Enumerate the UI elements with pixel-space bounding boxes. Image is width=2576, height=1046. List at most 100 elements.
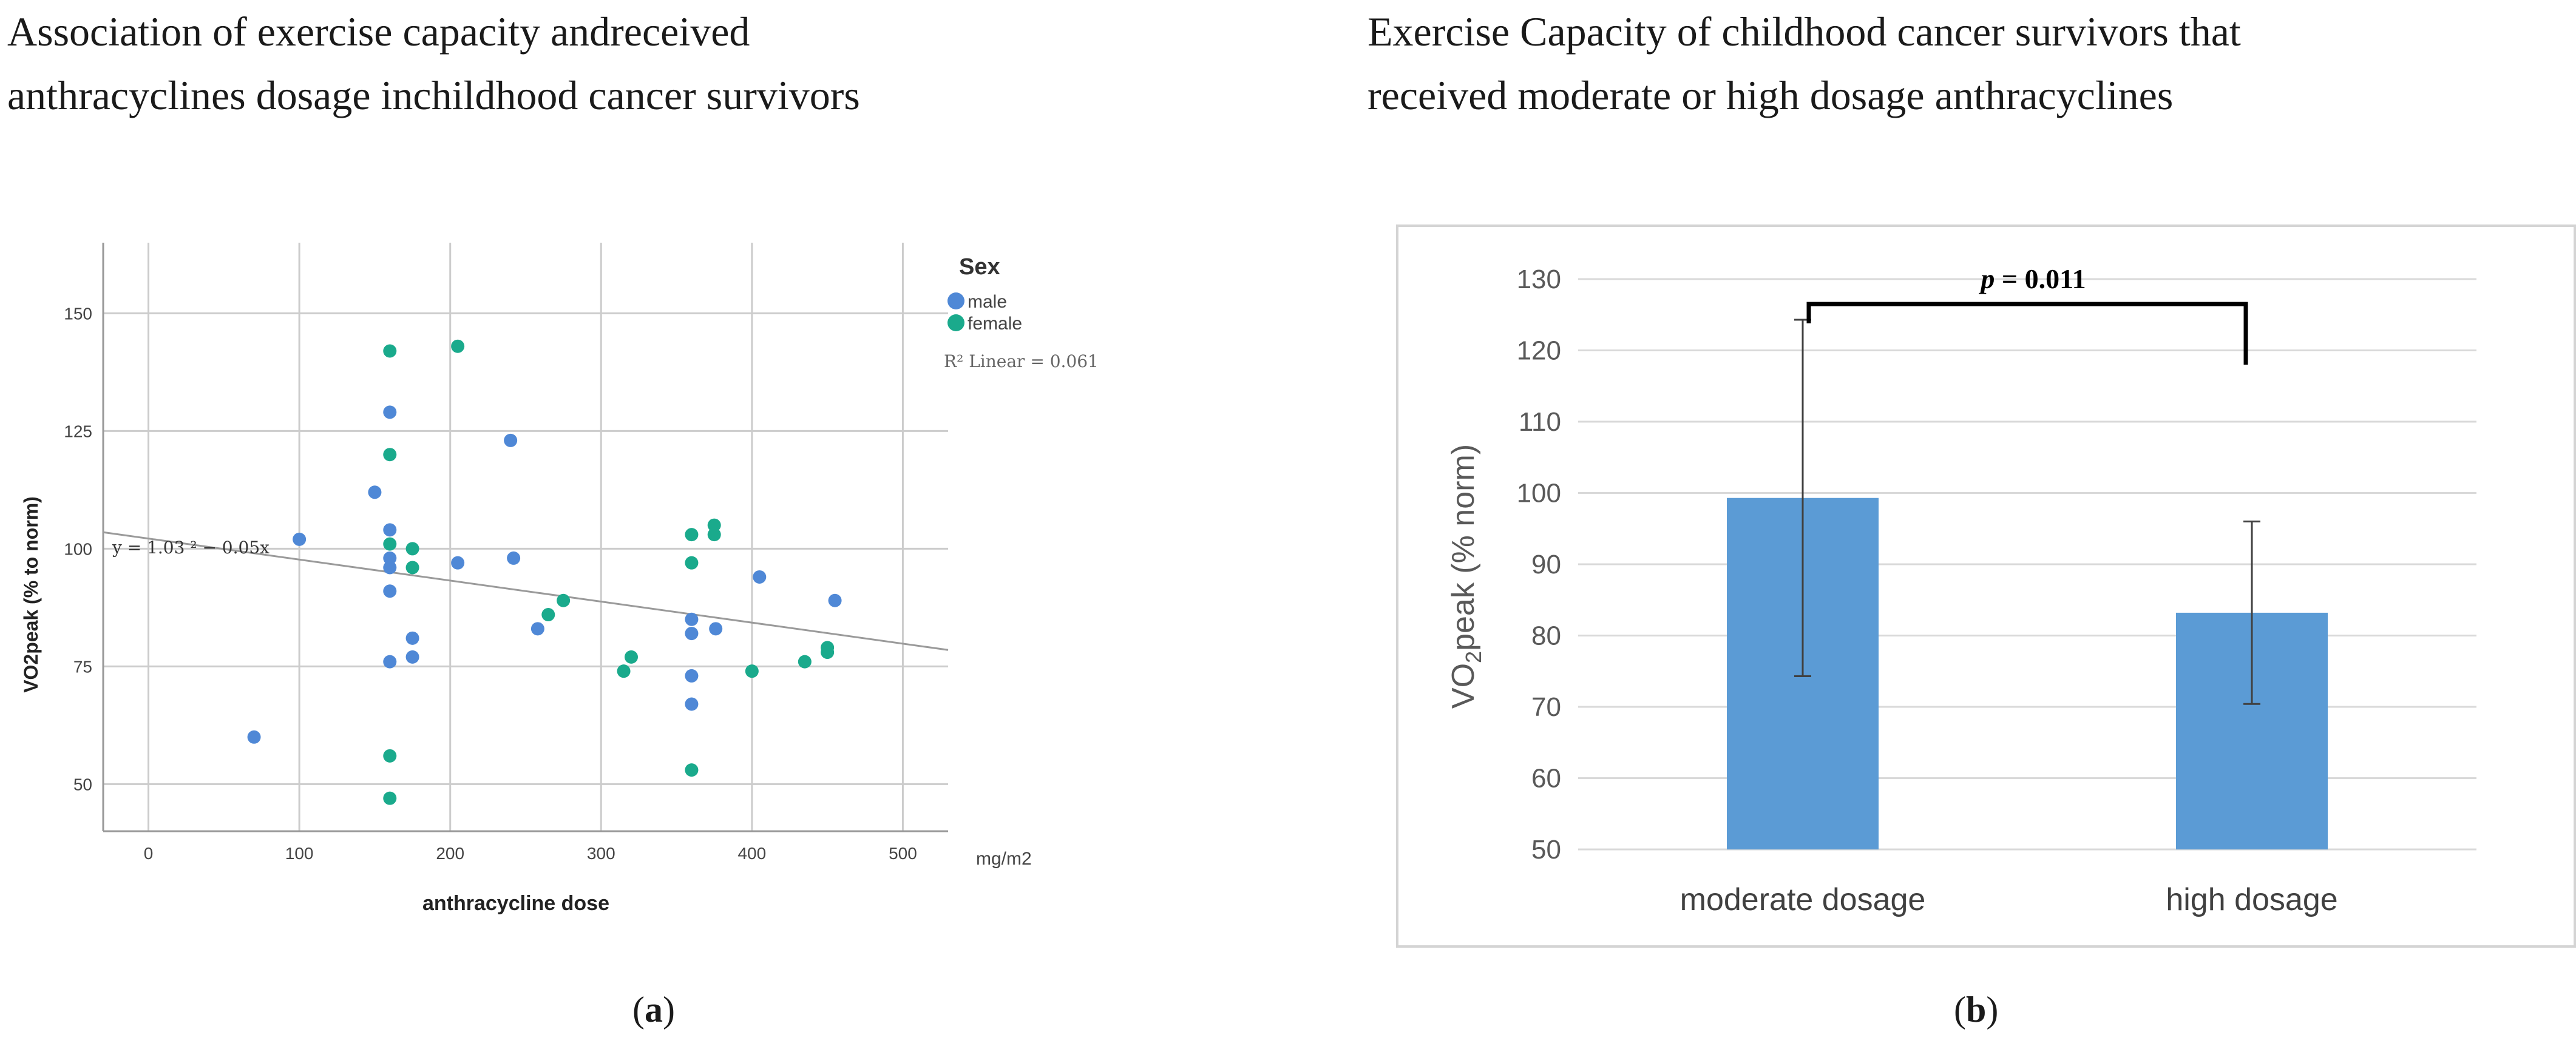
y-tick-label: 150 — [64, 304, 92, 323]
data-point-female — [707, 518, 721, 532]
legend-female-marker — [947, 314, 964, 331]
scatter-tick-labels: 0 100 200 300 400 500 50 75 100 125 150 — [64, 304, 917, 863]
bar-y-tick-label: 100 — [1517, 479, 1561, 508]
data-point-male — [383, 405, 397, 419]
data-point-male — [685, 669, 699, 683]
y-axis-label: VO2peak (% to norm) — [20, 496, 42, 693]
r2-label: R² Linear = 0.061 — [944, 351, 1099, 371]
bar-chart: 50 60 70 80 90 100 110 120 130 moderate dosage hi… — [1396, 224, 2576, 948]
data-point-male — [383, 523, 397, 537]
data-point-male — [405, 650, 419, 664]
x-tick-label: 200 — [436, 844, 464, 863]
data-point-female — [383, 537, 397, 551]
legend-male-label: male — [968, 292, 1007, 312]
x-axis-label: anthracycline dose — [422, 892, 609, 915]
data-point-male — [753, 570, 767, 584]
x-tick-label: 0 — [144, 844, 154, 863]
data-point-female — [707, 528, 721, 542]
data-point-female — [625, 650, 638, 664]
panel-a-title-line2: anthracyclines dosage inchildhood cancer… — [7, 72, 860, 118]
significance-bracket — [1806, 302, 2248, 365]
legend-title: Sex — [959, 254, 1000, 280]
scatter-legend: Sex male female R² Linear = 0.061 — [944, 254, 1099, 371]
data-point-female — [405, 561, 419, 575]
data-point-male — [451, 556, 465, 570]
data-point-female — [383, 448, 397, 462]
y-tick-label: 125 — [64, 422, 92, 440]
data-point-male — [685, 612, 699, 626]
bar-y-tick-label: 130 — [1517, 265, 1561, 294]
y-label-sub: 2 — [1461, 651, 1486, 663]
data-point-male — [383, 551, 397, 565]
data-point-male — [247, 730, 261, 744]
fit-equation-label: y = 1.03 ² − 0.05x — [112, 538, 269, 558]
x-tick-label: 400 — [737, 844, 766, 863]
panel-b-title-line1: Exercise Capacity of childhood cancer su… — [1368, 8, 2241, 55]
bar-y-tick-label: 60 — [1531, 764, 1561, 794]
legend-male-marker — [947, 292, 964, 309]
y-tick-label: 100 — [64, 539, 92, 558]
bar-y-tick-label: 80 — [1531, 621, 1561, 651]
x-tick-label: 300 — [587, 844, 615, 863]
data-point-female — [685, 556, 699, 570]
category-label: moderate dosage — [1680, 882, 1926, 917]
bar-y-tick-label: 110 — [1519, 407, 1561, 437]
y-tick-label: 50 — [73, 775, 92, 794]
data-point-male — [828, 593, 842, 607]
bar-chart-frame — [1396, 224, 2576, 948]
data-point-female — [383, 344, 397, 358]
x-tick-label: 100 — [285, 844, 314, 863]
data-point-male — [383, 561, 397, 575]
bar-tick-labels: 50 60 70 80 90 100 110 120 130 — [1517, 265, 1561, 865]
data-point-male — [405, 631, 419, 645]
data-point-female — [821, 646, 835, 660]
significance-label: p = 0.011 — [1978, 263, 2086, 294]
y-label-rest: peak (% norm) — [1446, 444, 1481, 651]
panel-a-label: (a) — [632, 989, 675, 1031]
significance-p: p — [1978, 263, 1995, 294]
data-point-male — [709, 622, 723, 636]
data-point-male — [507, 551, 521, 565]
panel-a-label-letter: a — [644, 990, 663, 1030]
legend-female-label: female — [968, 314, 1022, 334]
panel-a-label-open: ( — [632, 990, 645, 1030]
panel-b-label-close: ) — [1986, 990, 1999, 1030]
bar-y-tick-label: 70 — [1531, 692, 1561, 722]
data-point-female — [557, 593, 571, 607]
data-point-male — [504, 433, 518, 447]
panel-b-label: (b) — [1954, 989, 1998, 1031]
scatter-points — [247, 339, 842, 805]
data-point-female — [617, 664, 631, 678]
data-point-female — [405, 542, 419, 556]
data-point-female — [541, 608, 555, 622]
data-point-male — [685, 697, 699, 711]
data-point-male — [685, 627, 699, 641]
x-tick-label: 500 — [889, 844, 917, 863]
data-point-male — [383, 655, 397, 669]
category-labels: moderate dosage high dosage — [1680, 882, 2338, 917]
data-point-female — [685, 763, 699, 777]
bar-y-axis-label: VO2peak (% norm) — [1446, 444, 1486, 709]
bar-y-tick-label: 50 — [1531, 835, 1561, 865]
linear-fit-line — [103, 531, 949, 651]
x-unit-label: mg/m2 — [976, 849, 1032, 869]
data-point-male — [293, 532, 307, 546]
bar-y-tick-label: 90 — [1531, 550, 1561, 579]
panel-b-title: Exercise Capacity of childhood cancer su… — [1368, 0, 2557, 127]
error-bars — [1794, 319, 2260, 705]
panel-a-title: Association of exercise capacity andrece… — [7, 0, 1209, 127]
scatter-chart: 0 100 200 300 400 500 50 75 100 125 150 y = 1.03 ²… — [20, 243, 1099, 915]
bar-y-tick-label: 120 — [1517, 336, 1561, 366]
data-point-female — [798, 655, 812, 669]
data-point-female — [383, 749, 397, 763]
panel-b-title-line2: received moderate or high dosage anthrac… — [1368, 72, 2174, 118]
scatter-grid — [103, 243, 948, 831]
panel-a-title-line1: Association of exercise capacity andrece… — [7, 8, 750, 55]
significance-value: = 0.011 — [1995, 263, 2086, 294]
panel-b-label-letter: b — [1965, 990, 1987, 1030]
panel-b-label-open: ( — [1954, 990, 1966, 1030]
y-tick-label: 75 — [73, 657, 92, 676]
category-label: high dosage — [2166, 882, 2337, 917]
y-label-vo: VO — [1446, 663, 1481, 709]
panel-a-label-close: ) — [662, 990, 675, 1030]
